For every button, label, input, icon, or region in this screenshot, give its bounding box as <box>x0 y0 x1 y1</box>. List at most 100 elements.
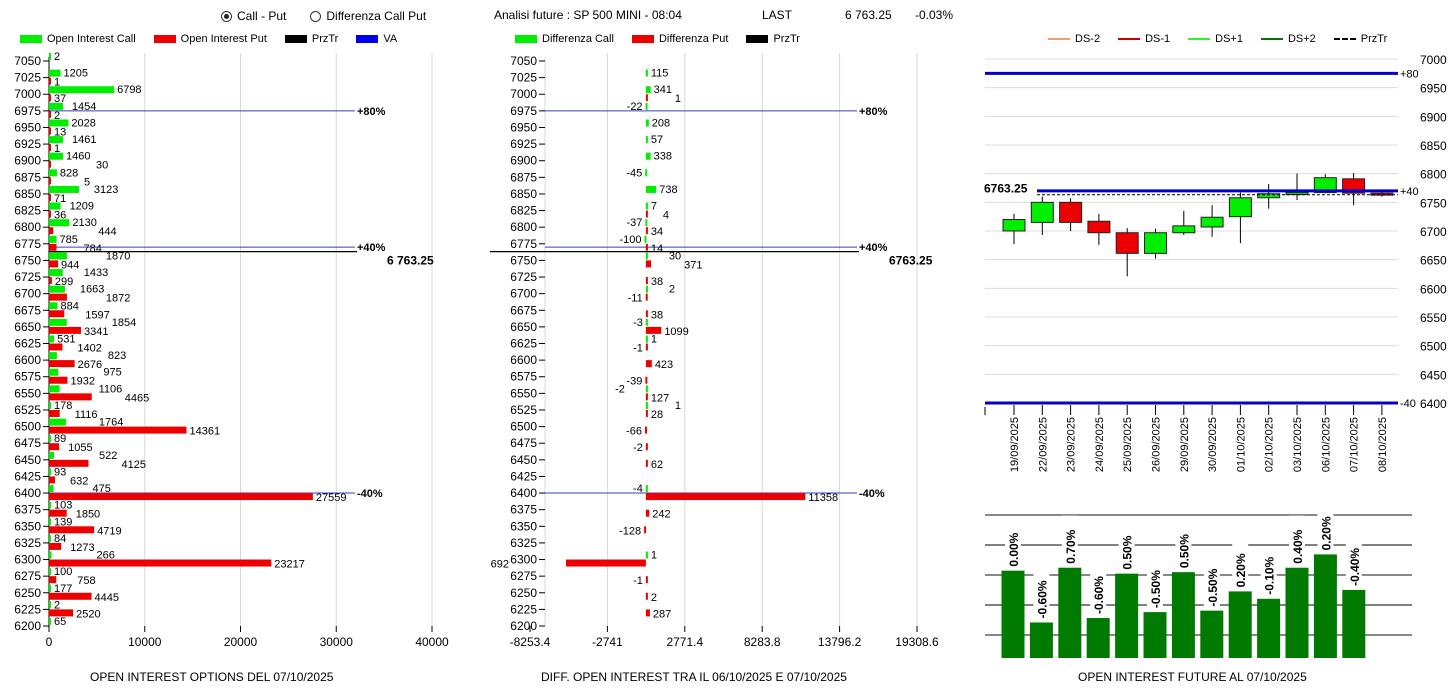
legend-label: Open Interest Call <box>47 33 136 45</box>
put-bar <box>49 277 52 285</box>
call-value-label: 1 <box>651 550 657 562</box>
future-bar <box>1257 598 1281 658</box>
put-value-label: 1116 <box>75 409 98 421</box>
label-background <box>1317 502 1334 553</box>
y-tick-label: 6700 <box>1420 225 1447 239</box>
y-tick-label: 6550 <box>1420 311 1447 325</box>
y-tick-label: 6875 <box>510 170 537 184</box>
call-bar <box>49 152 63 160</box>
call-value-label: 2 <box>54 599 60 611</box>
call-value-label: 1209 <box>70 201 94 213</box>
y-tick-label: 6975 <box>14 104 41 118</box>
put-value-label: 34 <box>651 226 663 238</box>
call-bar <box>49 601 51 609</box>
oi-chart-title: OPEN INTEREST OPTIONS DEL 07/10/2025 <box>90 670 334 684</box>
call-value-label: 828 <box>60 167 78 179</box>
put-bar <box>49 326 81 334</box>
put-value-label: 1850 <box>76 509 100 521</box>
put-bar <box>49 360 75 368</box>
call-value-label: 139 <box>54 516 72 528</box>
call-value-label: 1 <box>651 334 657 346</box>
y-tick-label: 6425 <box>510 469 537 483</box>
y-tick-label: 6300 <box>14 553 41 567</box>
future-bar-label: 0.20% <box>1234 553 1248 587</box>
y-tick-label: 6450 <box>510 453 537 467</box>
call-bar <box>645 335 648 343</box>
future-bar <box>1115 573 1139 658</box>
y-tick-label: 6600 <box>14 353 41 367</box>
radio-selected-icon[interactable] <box>221 10 232 22</box>
put-bar <box>645 459 648 467</box>
call-bar <box>49 418 66 426</box>
put-bar <box>644 526 647 534</box>
y-tick-label: 6575 <box>510 370 537 384</box>
put-value-label: 4719 <box>97 525 121 537</box>
put-value-label: 127 <box>651 392 669 404</box>
legend-item: DS-1 <box>1118 33 1170 45</box>
put-bar <box>49 409 60 417</box>
legend-line <box>1188 38 1211 40</box>
call-value-label: 738 <box>659 184 677 196</box>
put-value-label: 1402 <box>77 343 101 355</box>
candle-up <box>1172 225 1196 234</box>
call-value-label: -4 <box>633 483 643 495</box>
radio-unselected-icon[interactable] <box>310 10 322 22</box>
call-bar <box>49 285 65 293</box>
put-value-label: 632 <box>70 475 88 487</box>
y-tick-label: 6325 <box>14 536 41 550</box>
call-bar <box>49 185 79 193</box>
x-tick-label: 8283.8 <box>744 635 781 649</box>
legend-item: PrzTr <box>746 33 800 45</box>
y-tick-label: 6350 <box>14 519 41 533</box>
put-value-label: 4465 <box>125 392 149 404</box>
legend-label: VA <box>383 33 398 45</box>
legend-swatch <box>356 35 379 43</box>
candle-up <box>1030 201 1054 223</box>
y-tick-label: 6900 <box>1420 110 1447 124</box>
put-bar <box>49 177 51 185</box>
candle-up <box>1144 232 1167 254</box>
x-tick-label: 26/09/2025 <box>1151 417 1163 472</box>
legend-label: DS+1 <box>1215 33 1243 45</box>
legend-line <box>1333 38 1356 40</box>
call-bar <box>645 551 648 559</box>
label-background <box>1175 520 1192 571</box>
call-value-label: -37 <box>626 217 642 229</box>
y-tick-label: 6275 <box>510 569 537 583</box>
x-tick-label: 08/10/2025 <box>1377 417 1389 472</box>
legend-label: Differenza Put <box>658 33 729 45</box>
put-bar <box>645 227 648 235</box>
future-bar-label: 0.50% <box>1177 534 1191 568</box>
call-bar <box>49 102 63 110</box>
put-value-label: 944 <box>61 259 79 271</box>
y-tick-label: 7000 <box>1420 53 1447 67</box>
y-tick-label: 6275 <box>14 569 41 583</box>
y-tick-label: 6375 <box>510 503 537 517</box>
call-value-label: -2 <box>615 383 625 395</box>
legend-label: DS-2 <box>1075 33 1101 45</box>
put-bar <box>645 210 648 218</box>
future-bar-label: 0.20% <box>1319 516 1333 550</box>
call-value-label: 115 <box>651 68 669 80</box>
call-value-label: 2 <box>54 51 60 63</box>
y-tick-label: 6925 <box>14 137 41 151</box>
call-value-label: 1460 <box>66 151 90 163</box>
y-tick-label: 6650 <box>1420 254 1447 268</box>
future-bar <box>1171 572 1195 658</box>
call-value-label: 1461 <box>72 134 96 146</box>
put-bar <box>49 426 187 434</box>
call-value-label: -22 <box>627 101 643 113</box>
radio-call-put[interactable]: Call - Put <box>221 9 286 23</box>
legend-swatch <box>284 35 307 43</box>
put-value-label: 23217 <box>274 559 305 571</box>
last-value: 6 763.25 <box>845 8 892 22</box>
open-interest-future-chart: 0.00% -0.60% 0.70% -0.60% 0.50% -0.50% 0.50% -0… <box>985 502 1412 658</box>
call-value-label: 1 <box>675 400 681 412</box>
x-tick-label: 24/09/2025 <box>1094 417 1106 472</box>
put-value-label: 444 <box>98 226 116 238</box>
put-value-label: 62 <box>651 459 663 471</box>
call-value-label: 1106 <box>99 383 123 395</box>
candle-down <box>1087 220 1111 234</box>
radio-differenza-call-put[interactable]: Differenza Call Put <box>310 9 426 23</box>
y-tick-label: 6750 <box>14 253 41 267</box>
